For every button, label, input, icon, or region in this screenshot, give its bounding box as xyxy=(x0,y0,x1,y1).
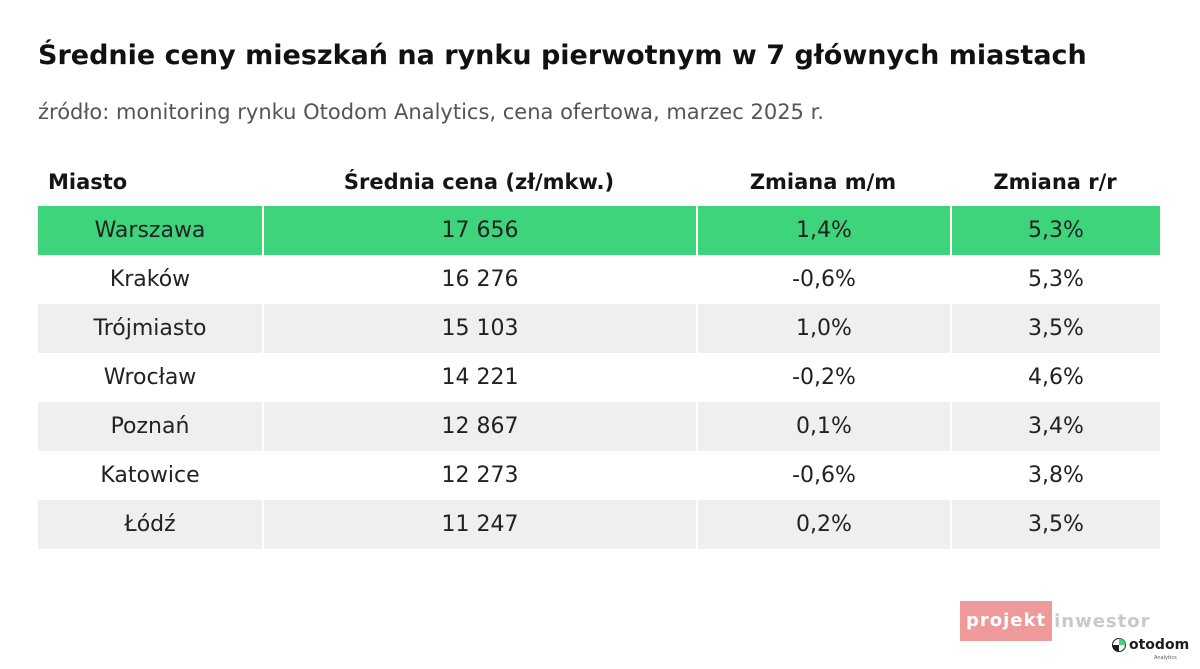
header-zmiana-rr: Zmiana r/r xyxy=(993,170,1117,194)
cell-zmiana-mm: -0,2% xyxy=(696,353,950,402)
cell-miasto: Poznań xyxy=(38,402,262,451)
cell-srednia-cena: 11 247 xyxy=(262,500,696,549)
cell-zmiana-rr: 3,5% xyxy=(950,304,1160,353)
projektinwestor-watermark: projekt inwestor xyxy=(960,601,1150,641)
table-row: Katowice 12 273 -0,6% 3,8% xyxy=(38,451,1160,500)
cell-zmiana-rr: 5,3% xyxy=(950,255,1160,304)
table-row: Wrocław 14 221 -0,2% 4,6% xyxy=(38,353,1160,402)
header-srednia-cena: Średnia cena (zł/mkw.) xyxy=(343,170,615,194)
header-miasto: Miasto xyxy=(48,170,128,194)
cell-zmiana-mm: 1,4% xyxy=(696,206,950,255)
cell-zmiana-rr: 3,5% xyxy=(950,500,1160,549)
table-row: Warszawa 17 656 1,4% 5,3% xyxy=(38,206,1160,255)
page-title: Średnie ceny mieszkań na rynku pierwotny… xyxy=(38,40,1087,71)
cell-zmiana-rr: 3,4% xyxy=(950,402,1160,451)
cell-srednia-cena: 16 276 xyxy=(262,255,696,304)
cell-srednia-cena: 14 221 xyxy=(262,353,696,402)
cell-miasto: Wrocław xyxy=(103,365,197,390)
cell-zmiana-rr: 4,6% xyxy=(950,353,1160,402)
cell-miasto: Kraków xyxy=(109,267,191,292)
cell-zmiana-rr: 3,8% xyxy=(950,451,1160,500)
cell-zmiana-mm: -0,6% xyxy=(696,451,950,500)
cell-miasto: Trójmiasto xyxy=(38,304,262,353)
otodom-logo: otodom xyxy=(1112,638,1189,652)
otodom-logo-sub: Analytics xyxy=(1154,655,1177,661)
cell-zmiana-mm: -0,6% xyxy=(696,255,950,304)
page-subtitle: źródło: monitoring rynku Otodom Analytic… xyxy=(38,100,824,124)
cell-zmiana-mm: 0,2% xyxy=(696,500,950,549)
table-row: Kraków 16 276 -0,6% 5,3% xyxy=(38,255,1160,304)
cell-miasto: Łódź xyxy=(38,500,262,549)
cell-miasto: Warszawa xyxy=(38,206,262,255)
cell-zmiana-mm: 0,1% xyxy=(696,402,950,451)
cell-srednia-cena: 15 103 xyxy=(262,304,696,353)
otodom-logo-name: otodom xyxy=(1129,637,1190,653)
header-zmiana-mm: Zmiana m/m xyxy=(749,170,897,194)
cell-srednia-cena: 17 656 xyxy=(262,206,696,255)
table-row: Trójmiasto 15 103 1,0% 3,5% xyxy=(38,304,1160,353)
table-header-row: Miasto Średnia cena (zł/mkw.) Zmiana m/m… xyxy=(38,158,1160,206)
cell-zmiana-mm: 1,0% xyxy=(696,304,950,353)
cell-zmiana-rr: 5,3% xyxy=(950,206,1160,255)
cell-miasto: Katowice xyxy=(100,463,200,488)
otodom-logo-icon xyxy=(1112,638,1126,652)
watermark-part2: inwestor xyxy=(1054,610,1151,632)
cell-srednia-cena: 12 273 xyxy=(262,451,696,500)
table-row: Łódź 11 247 0,2% 3,5% xyxy=(38,500,1160,549)
table-row: Poznań 12 867 0,1% 3,4% xyxy=(38,402,1160,451)
cell-srednia-cena: 12 867 xyxy=(262,402,696,451)
table-body: Warszawa 17 656 1,4% 5,3% Kraków 16 276 -0,6% 5… xyxy=(38,206,1160,549)
price-table: Miasto Średnia cena (zł/mkw.) Zmiana m/m… xyxy=(38,158,1160,549)
watermark-part1: projekt xyxy=(960,601,1053,641)
